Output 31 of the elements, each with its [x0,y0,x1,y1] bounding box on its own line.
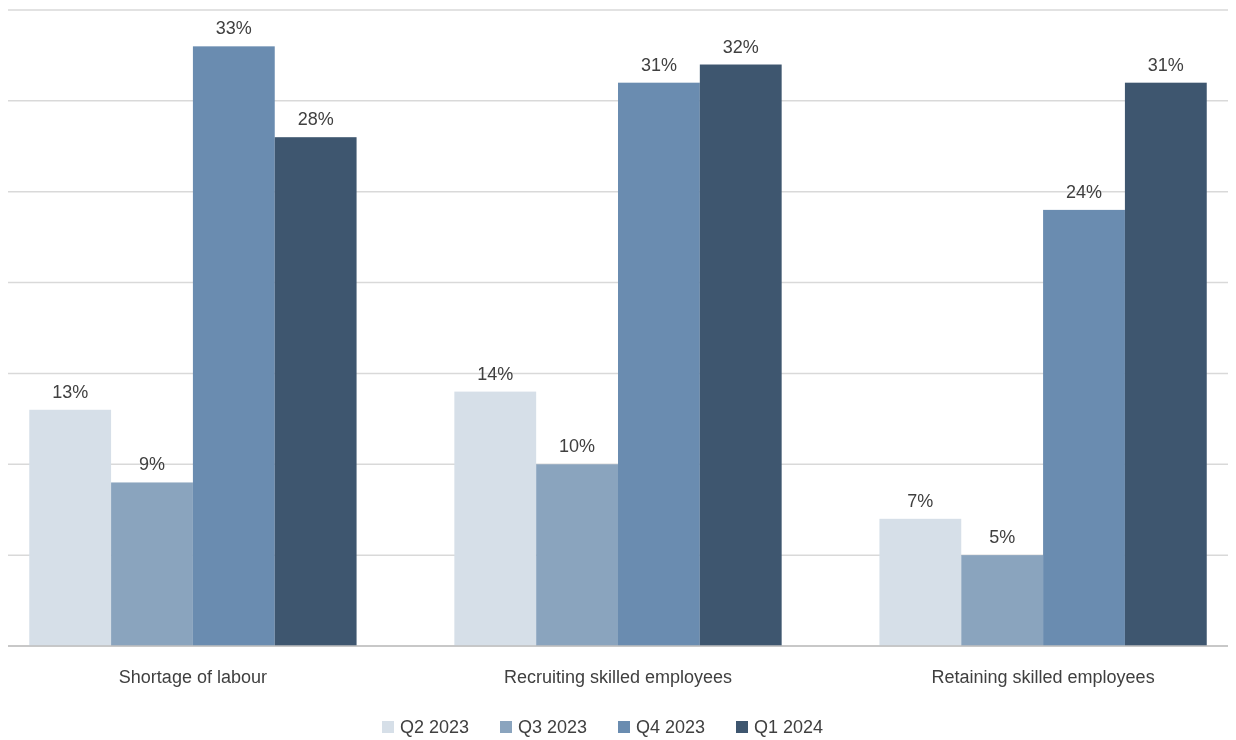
legend-label: Q1 2024 [754,717,824,737]
x-tick-label: Recruiting skilled employees [503,667,733,687]
data-label: 9% [138,454,166,475]
bar [961,555,1044,646]
bar [454,391,537,646]
data-label: 31% [1147,54,1184,75]
bar [618,82,700,646]
bar [879,518,962,646]
x-tick-label: Shortage of labour [118,667,267,687]
legend-label: Q3 2023 [518,717,588,737]
data-label: 13% [52,381,89,402]
legend-label: Q4 2023 [636,717,706,737]
data-label: 32% [722,36,759,57]
data-label: 28% [297,109,334,130]
data-label: 24% [1065,181,1103,202]
bar [111,482,193,646]
bar [1124,82,1207,646]
data-label: 31% [640,54,677,75]
bar [536,464,618,646]
legend-label: Q2 2023 [400,717,470,737]
data-label: 14% [477,363,514,384]
bar [699,64,782,646]
x-tick-label: Retaining skilled employees [931,667,1155,687]
data-label: 33% [215,18,252,39]
data-label: 10% [559,436,596,457]
bar [29,409,112,646]
bar [274,137,357,646]
bar [1043,209,1125,646]
data-label: 7% [907,490,934,511]
data-label: 5% [989,527,1016,548]
bar [192,46,275,646]
